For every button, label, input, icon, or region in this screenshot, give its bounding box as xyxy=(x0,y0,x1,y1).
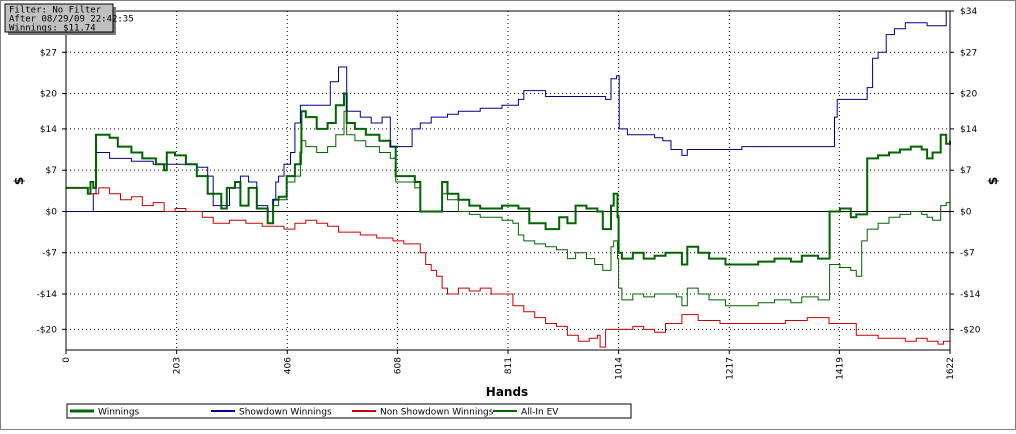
right-tick-label-1: -$14 xyxy=(960,290,981,300)
legend-label-1: Showdown Winnings xyxy=(239,408,332,418)
info-box: Filter: No Filter After 08/29/09 22:42:3… xyxy=(4,3,134,35)
legend-box xyxy=(66,403,632,419)
x-axis: 0 203 406 608 811 1014 1217 1419 1622 xyxy=(62,350,956,380)
right-y-axis-title: $ xyxy=(986,177,1000,185)
right-tick-label-3: $0 xyxy=(960,207,972,217)
left-tick-label-0: -$20 xyxy=(37,325,58,335)
left-tick-label-1: -$14 xyxy=(37,290,58,300)
left-tick-label-3: $0 xyxy=(46,207,58,217)
x-tick-label-2: 406 xyxy=(283,357,293,374)
series-line-1 xyxy=(66,10,950,212)
left-tick-label-4: $7 xyxy=(46,166,57,176)
x-tick-label-0: 0 xyxy=(62,357,72,363)
legend-label-2: Non Showdown Winnings xyxy=(380,408,494,418)
info-filter: Filter: No Filter xyxy=(9,6,102,16)
right-tick-label-4: $7 xyxy=(960,166,971,176)
right-tick-label-5: $14 xyxy=(960,125,977,135)
left-tick-label-7: $27 xyxy=(40,48,57,58)
right-tick-label-0: -$20 xyxy=(960,325,981,335)
legend-items: Winnings Showdown Winnings Non Showdown Wi… xyxy=(70,408,559,418)
left-tick-label-2: -$7 xyxy=(42,249,57,259)
series-layer xyxy=(66,10,951,348)
series-line-2 xyxy=(66,187,950,348)
info-after: After 08/29/09 22:42:35 xyxy=(9,15,134,25)
x-tick-label-5: 1014 xyxy=(615,357,625,380)
info-box-panel xyxy=(4,3,114,33)
x-axis-title: Hands xyxy=(486,385,528,399)
legend-label-3: All-In EV xyxy=(521,408,559,418)
right-y-axis: -$20 -$14 -$7 $0 $7 $14 $20 $27 $34 xyxy=(950,7,981,335)
right-tick-label-6: $20 xyxy=(960,90,977,100)
right-tick-label-7: $27 xyxy=(960,48,977,58)
series-line-3 xyxy=(66,110,950,307)
x-tick-label-8: 1622 xyxy=(946,357,956,380)
x-tick-label-3: 608 xyxy=(393,357,403,374)
info-winnings: Winnings: $11.74 xyxy=(9,24,96,34)
x-tick-label-6: 1217 xyxy=(725,357,735,380)
x-tick-label-4: 811 xyxy=(504,357,514,374)
legend: Winnings Showdown Winnings Non Showdown Wi… xyxy=(66,403,632,419)
right-tick-label-2: -$7 xyxy=(960,249,975,259)
left-y-axis-title: $ xyxy=(12,177,26,185)
legend-label-0: Winnings xyxy=(98,408,140,418)
left-tick-label-5: $14 xyxy=(40,125,57,135)
x-tick-label-1: 203 xyxy=(173,357,183,374)
x-tick-label-7: 1419 xyxy=(835,357,845,380)
left-tick-label-6: $20 xyxy=(40,90,57,100)
right-tick-label-8: $34 xyxy=(960,7,977,17)
